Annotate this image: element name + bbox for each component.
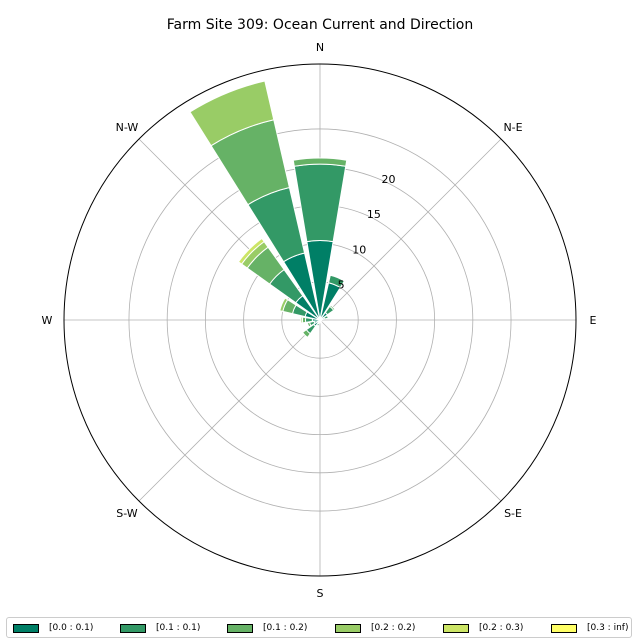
- direction-label: S: [317, 587, 324, 600]
- polar-frame: [63, 63, 577, 577]
- legend-item: [0.0 : 0.1): [13, 621, 93, 635]
- legend-label: [0.0 : 0.1): [49, 623, 94, 633]
- direction-label: S-W: [116, 507, 138, 520]
- legend-label: [0.2 : 0.3): [479, 623, 524, 633]
- legend-label: [0.1 : 0.1): [156, 623, 201, 633]
- legend-swatch: [227, 623, 253, 633]
- wedge-11-bin-2: [306, 321, 312, 328]
- legend-item: [0.1 : 0.1): [120, 621, 200, 635]
- direction-label: N-W: [116, 121, 139, 134]
- legend-label: [0.1 : 0.2): [263, 623, 308, 633]
- angular-gridline: [319, 319, 502, 502]
- legend-item: [0.1 : 0.2): [227, 621, 307, 635]
- legend-swatch: [120, 623, 146, 633]
- wedge-0-bin-1: [293, 163, 347, 243]
- direction-label: N: [316, 41, 324, 54]
- radial-tick-label: 5: [338, 279, 345, 292]
- wind-rose-chart: 5 10 15 20 N N-E E S-E S S-W W N-W: [42, 41, 597, 600]
- wedge-2-bin-2: [329, 304, 336, 311]
- legend-item: [0.2 : 0.3): [443, 621, 523, 635]
- wedge-0-bin-2: [292, 157, 348, 167]
- wedge-13-bin-3: [279, 297, 289, 313]
- radial-tick-label: 15: [367, 208, 381, 221]
- direction-label: E: [590, 314, 597, 327]
- legend-swatch: [551, 623, 577, 633]
- wedge-3-bin-1: [323, 314, 329, 320]
- legend-swatch: [13, 623, 39, 633]
- legend-label: [0.2 : 0.2): [371, 623, 416, 633]
- wedge-12-bin-3: [300, 316, 304, 324]
- wedge-14-bin-4: [237, 237, 265, 265]
- angular-gridline: [319, 138, 502, 321]
- chart-title: Farm Site 309: Ocean Current and Directi…: [166, 17, 474, 33]
- legend-item: [0.3 : inf): [551, 621, 628, 635]
- wedge-1-bin-1: [327, 274, 345, 289]
- angular-gridline: [138, 319, 321, 502]
- legend-swatch: [335, 623, 361, 633]
- direction-label: N-E: [503, 121, 522, 134]
- radial-tick-label: 20: [381, 173, 395, 186]
- direction-label: W: [42, 314, 53, 327]
- wedge-10-bin-2: [301, 329, 311, 339]
- legend-item: [0.2 : 0.2): [335, 621, 415, 635]
- legend-label: [0.3 : inf): [587, 623, 629, 633]
- legend: [0.0 : 0.1) [0.1 : 0.1) [0.1 : 0.2) [0.2 : …: [6, 617, 632, 638]
- legend-swatch: [443, 623, 469, 633]
- radial-tick-label: 10: [352, 243, 366, 256]
- wedge-15-bin-3: [189, 80, 275, 147]
- direction-label: S-E: [504, 507, 522, 520]
